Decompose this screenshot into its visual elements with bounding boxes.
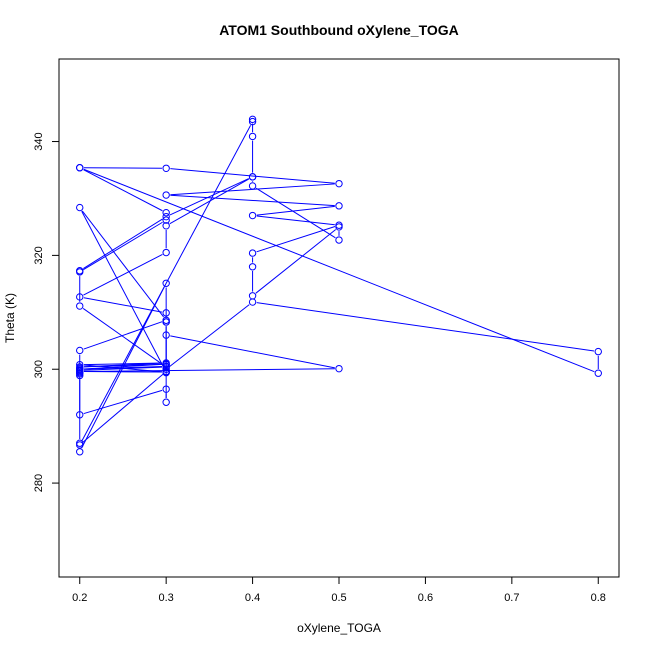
series-lines bbox=[79, 123, 599, 449]
data-point bbox=[76, 302, 84, 310]
data-point bbox=[76, 164, 84, 172]
data-point bbox=[335, 223, 343, 231]
series-segment bbox=[256, 205, 335, 216]
series-segment bbox=[170, 335, 335, 369]
data-point bbox=[335, 202, 343, 210]
data-point bbox=[162, 248, 170, 257]
data-point bbox=[335, 179, 343, 188]
series-segment bbox=[82, 308, 164, 365]
series-segment bbox=[83, 389, 163, 415]
data-point bbox=[248, 211, 257, 220]
data-point bbox=[162, 398, 170, 406]
series-segment bbox=[83, 169, 163, 212]
data-point bbox=[248, 117, 257, 126]
x-tick-label: 0.8 bbox=[591, 592, 606, 604]
chart-title: ATOM1 Southbound oXylene_TOGA bbox=[219, 22, 459, 38]
data-point bbox=[76, 411, 84, 419]
data-point bbox=[248, 249, 257, 257]
x-axis-label: oXylene_TOGA bbox=[297, 621, 381, 635]
y-tick-label: 340 bbox=[33, 132, 45, 150]
data-point bbox=[594, 347, 602, 356]
data-point bbox=[162, 191, 170, 199]
data-point bbox=[162, 212, 170, 221]
data-point bbox=[335, 364, 343, 373]
data-point bbox=[162, 279, 170, 287]
data-point bbox=[162, 385, 170, 393]
y-tick-label: 320 bbox=[33, 246, 45, 264]
data-point bbox=[162, 318, 170, 326]
series-segment bbox=[170, 168, 335, 184]
series-segment bbox=[256, 215, 335, 226]
series-points bbox=[76, 115, 602, 456]
series-segment bbox=[256, 302, 595, 352]
y-tick-label: 300 bbox=[33, 360, 45, 378]
data-point bbox=[335, 236, 343, 244]
data-point bbox=[248, 182, 257, 190]
series-segment bbox=[83, 167, 162, 169]
series-segment bbox=[83, 168, 595, 373]
x-tick-label: 0.4 bbox=[245, 592, 260, 604]
x-tick-label: 0.5 bbox=[331, 592, 346, 604]
data-point bbox=[162, 216, 170, 224]
series-segment bbox=[169, 178, 249, 216]
series-segment bbox=[83, 218, 163, 269]
data-point bbox=[162, 367, 170, 376]
data-point bbox=[76, 267, 84, 275]
data-point bbox=[162, 164, 170, 172]
series-segment bbox=[81, 210, 165, 318]
series-segment bbox=[255, 187, 336, 239]
x-tick-label: 0.6 bbox=[418, 592, 433, 604]
data-point bbox=[248, 298, 257, 306]
series-segment bbox=[256, 226, 336, 253]
series-segment bbox=[169, 178, 250, 225]
series-segment bbox=[81, 286, 165, 449]
data-point bbox=[76, 368, 84, 377]
data-point bbox=[76, 203, 84, 212]
data-point bbox=[594, 369, 602, 377]
y-axis-label: Theta (K) bbox=[3, 293, 17, 343]
data-point bbox=[248, 263, 257, 271]
series-segment bbox=[255, 229, 337, 294]
x-axis: 0.2 0.3 0.4 0.5 0.6 0.7 0.8 bbox=[72, 576, 606, 604]
x-tick-label: 0.2 bbox=[72, 592, 87, 604]
x-tick-label: 0.7 bbox=[504, 592, 519, 604]
data-point bbox=[248, 132, 257, 141]
series-segment bbox=[83, 254, 163, 296]
series-segment bbox=[83, 368, 335, 372]
data-point bbox=[162, 222, 170, 230]
data-point bbox=[248, 173, 257, 181]
series-segment bbox=[81, 211, 165, 369]
series-segment bbox=[83, 221, 163, 271]
data-point bbox=[76, 346, 84, 355]
data-point bbox=[162, 331, 170, 339]
data-point bbox=[162, 208, 170, 217]
series-segment bbox=[81, 125, 252, 442]
series-segment bbox=[83, 297, 163, 313]
y-tick-label: 280 bbox=[33, 474, 45, 492]
data-point bbox=[76, 441, 84, 449]
data-point bbox=[76, 293, 84, 301]
series-segment bbox=[169, 304, 250, 368]
series-segment bbox=[170, 194, 335, 207]
series-segment bbox=[83, 321, 163, 350]
data-point bbox=[162, 309, 170, 317]
x-tick-label: 0.3 bbox=[159, 592, 174, 604]
data-point bbox=[248, 115, 257, 124]
series-segment bbox=[83, 371, 162, 373]
y-axis: 280 300 320 340 bbox=[33, 132, 60, 492]
data-point bbox=[162, 360, 170, 368]
series-segment bbox=[82, 373, 164, 443]
data-point bbox=[76, 360, 84, 369]
data-point bbox=[76, 364, 84, 372]
